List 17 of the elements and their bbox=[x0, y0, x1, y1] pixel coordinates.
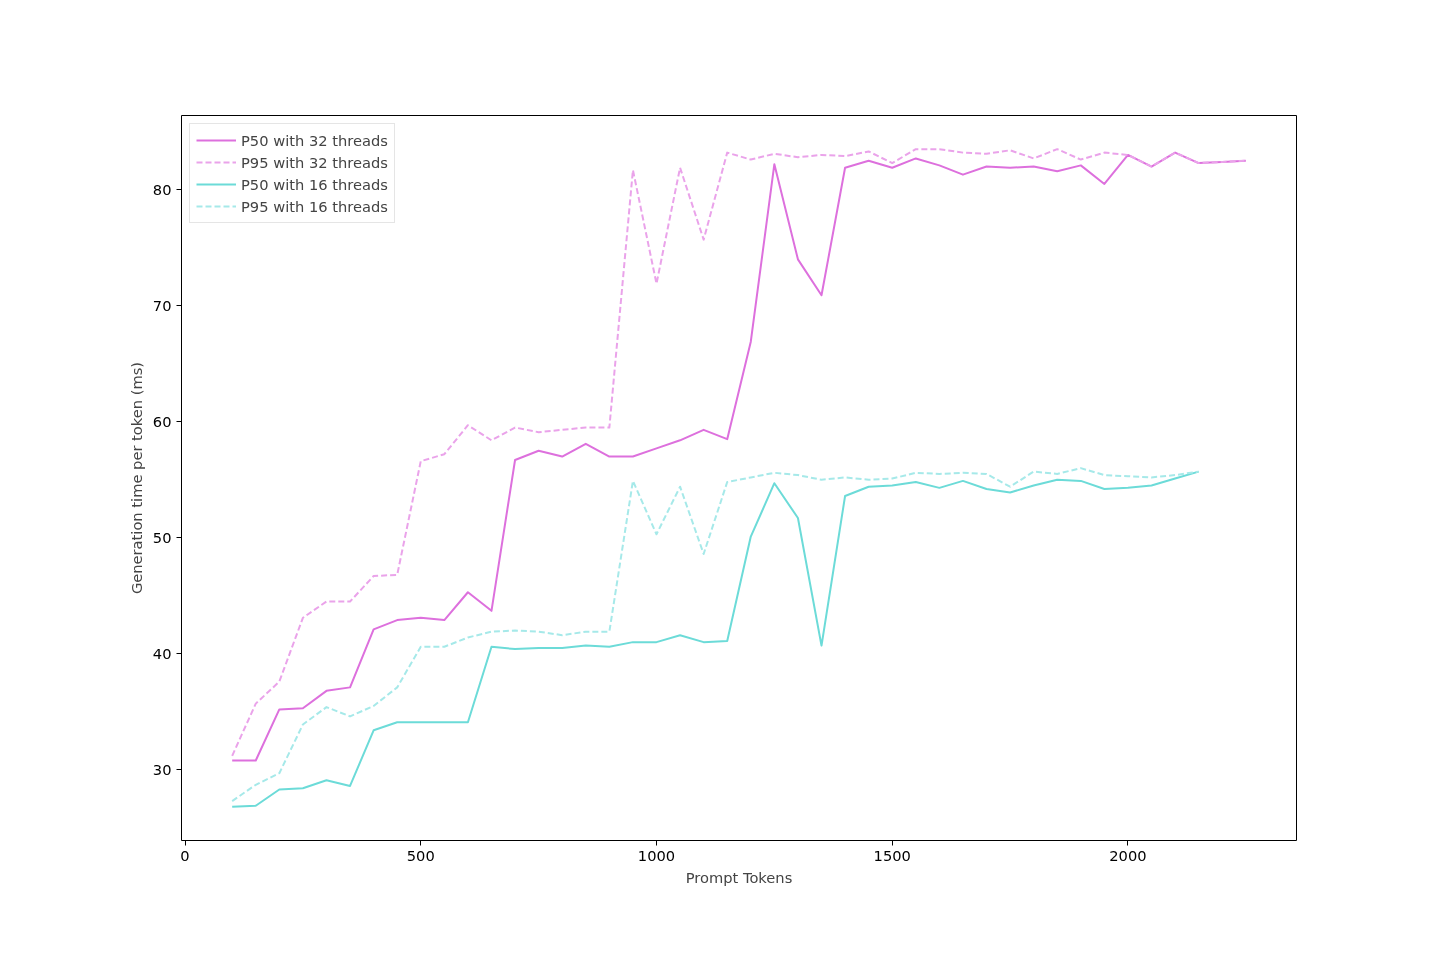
y-tick-label: 70 bbox=[152, 296, 172, 314]
x-tick-label: 500 bbox=[406, 846, 435, 864]
legend-label: P95 with 16 threads bbox=[241, 197, 388, 215]
x-tick-label: 2000 bbox=[1109, 846, 1147, 864]
x-axis-title: Prompt Tokens bbox=[685, 868, 793, 886]
y-tick-label: 60 bbox=[152, 412, 172, 430]
x-tick-label: 0 bbox=[180, 846, 190, 864]
y-axis-title: Generation time per token (ms) bbox=[127, 361, 145, 595]
y-tick-label: 30 bbox=[152, 760, 172, 778]
legend-label: P50 with 32 threads bbox=[241, 131, 388, 149]
x-tick-label: 1500 bbox=[873, 846, 911, 864]
x-tick-label: 1000 bbox=[637, 846, 676, 864]
y-tick-label: 40 bbox=[152, 644, 172, 662]
legend-label: P95 with 32 threads bbox=[241, 153, 388, 171]
legend-label: P50 with 16 threads bbox=[241, 175, 388, 193]
y-tick-label: 80 bbox=[152, 180, 172, 198]
y-tick-label: 50 bbox=[152, 528, 172, 546]
